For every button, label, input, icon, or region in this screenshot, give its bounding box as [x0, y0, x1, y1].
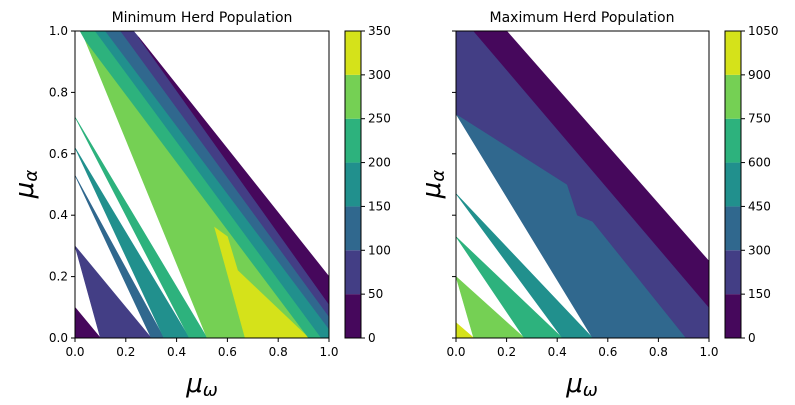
- colorbar-ticks-min: 0 50 100 150 200 250 300 350: [361, 24, 391, 345]
- colorbar-tick-label: 100: [368, 243, 391, 257]
- colorbar-segment: [345, 206, 361, 251]
- colorbar-segment: [345, 118, 361, 163]
- x-tick-label: 0.0: [65, 345, 84, 359]
- plot-area-max: [455, 30, 710, 339]
- chart-title-max: Maximum Herd Population: [490, 10, 675, 26]
- x-tick-label: 0.4: [167, 345, 186, 359]
- x-tick-label: 1.0: [319, 345, 338, 359]
- colorbar-tick-label: 300: [368, 68, 391, 82]
- colorbar-segment: [725, 162, 741, 207]
- contour-region-300-350: [214, 226, 310, 339]
- y-tick-label: 0.6: [49, 147, 68, 161]
- x-tick-label: 0.2: [116, 345, 135, 359]
- colorbar-tick-label: 900: [748, 68, 771, 82]
- colorbar-tick-label: 200: [368, 156, 391, 170]
- colorbar-tick-label: 50: [368, 287, 383, 301]
- x-axis-label-min: μω: [185, 369, 218, 401]
- y-tick-label: 0.0: [49, 331, 68, 345]
- colorbar-segment: [345, 31, 361, 75]
- x-ticks-max: 0.0 0.2 0.4 0.6 0.8 1.0: [446, 338, 719, 359]
- plot-frame-min: [74, 30, 330, 339]
- colorbar-tick-label: 450: [748, 199, 771, 213]
- chart-title-min: Minimum Herd Population: [112, 10, 293, 26]
- colorbar-segment: [725, 118, 741, 163]
- panel-min: Minimum Herd Population 0.0 0.2 0.4 0.6 0.8 1…: [10, 10, 391, 401]
- colorbar-tick-label: 250: [368, 112, 391, 126]
- x-tick-label: 0.8: [649, 345, 668, 359]
- colorbar-tick-label: 150: [748, 287, 771, 301]
- x-tick-label: 0.4: [548, 345, 567, 359]
- x-tick-label: 0.2: [497, 345, 516, 359]
- colorbar-segment: [725, 31, 741, 75]
- colorbar-tick-label: 300: [748, 243, 771, 257]
- colorbar-ticks-max: 0 150 300 450 600 750 900 1050: [741, 24, 779, 345]
- y-tick-label: 1.0: [49, 24, 68, 38]
- colorbar-segment: [345, 250, 361, 295]
- colorbar-segment: [345, 162, 361, 207]
- colorbar-max: [725, 31, 741, 338]
- colorbar-segment: [345, 74, 361, 119]
- plot-area-min: [74, 30, 330, 339]
- colorbar-frame-max: [724, 30, 742, 339]
- y-tick-label: 0.8: [49, 85, 68, 99]
- colorbar-tick-label: 0: [368, 331, 376, 345]
- y-axis-label-min: μα: [10, 170, 42, 200]
- colorbar-segment: [725, 74, 741, 119]
- x-axis-label-max: μω: [565, 369, 598, 401]
- y-tick-label: 0.2: [49, 270, 68, 284]
- colorbar-tick-label: 0: [748, 331, 756, 345]
- y-tick-label: 0.4: [49, 208, 68, 222]
- plot-frame-max: [455, 30, 710, 339]
- y-ticks-max: [452, 30, 456, 339]
- x-ticks-min: 0.0 0.2 0.4 0.6 0.8 1.0: [65, 338, 339, 359]
- colorbar-tick-label: 350: [368, 24, 391, 38]
- panel-max: Maximum Herd Population 0.0 0.2 0.4 0.6 0.8 1…: [417, 10, 779, 401]
- x-tick-label: 0.8: [269, 345, 288, 359]
- x-tick-label: 0.6: [218, 345, 237, 359]
- y-axis-label-max: μα: [417, 170, 449, 200]
- colorbar-frame-min: [344, 30, 362, 339]
- x-tick-label: 1.0: [699, 345, 718, 359]
- y-ticks-min: 0.0 0.2 0.4 0.6 0.8 1.0: [49, 24, 75, 345]
- x-tick-label: 0.0: [446, 345, 465, 359]
- x-tick-label: 0.6: [598, 345, 617, 359]
- colorbar-tick-label: 600: [748, 156, 771, 170]
- colorbar-tick-label: 1050: [748, 24, 779, 38]
- colorbar-segment: [725, 250, 741, 295]
- colorbar-tick-label: 150: [368, 199, 391, 213]
- colorbar-segment: [345, 294, 361, 338]
- colorbar-segment: [725, 206, 741, 251]
- colorbar-min: [345, 31, 361, 338]
- colorbar-segment: [725, 294, 741, 338]
- colorbar-tick-label: 750: [748, 112, 771, 126]
